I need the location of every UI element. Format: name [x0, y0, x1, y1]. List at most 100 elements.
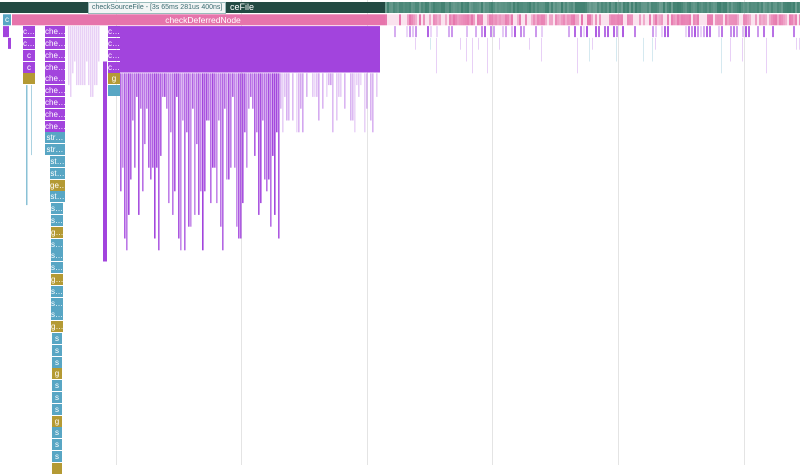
deferred-slice-segment[interactable]: [467, 14, 469, 26]
flame-slice[interactable]: [406, 26, 408, 38]
root-slice-segment[interactable]: [495, 2, 497, 13]
deferred-slice-segment[interactable]: [455, 14, 457, 26]
root-slice-segment[interactable]: [387, 2, 389, 13]
flame-slice[interactable]: [583, 26, 585, 38]
root-slice-segment[interactable]: [473, 2, 475, 13]
root-slice-segment[interactable]: [739, 2, 741, 13]
root-slice-segment[interactable]: [601, 2, 603, 13]
stack-b-slice[interactable]: s: [52, 356, 62, 368]
root-slice-segment[interactable]: [703, 2, 705, 13]
root-slice-segment[interactable]: [731, 2, 733, 13]
flame-slice[interactable]: [242, 73, 244, 204]
flame-slice[interactable]: [736, 26, 738, 38]
flame-slice[interactable]: [260, 73, 262, 204]
root-slice-segment[interactable]: [469, 2, 471, 13]
deferred-slice-segment[interactable]: [555, 14, 557, 26]
flame-slice[interactable]: [168, 73, 170, 204]
flame-slice[interactable]: [198, 73, 200, 215]
deferred-slice-segment[interactable]: [569, 14, 571, 26]
root-slice-segment[interactable]: [763, 2, 765, 13]
deferred-slice-segment[interactable]: [789, 14, 791, 26]
deferred-slice-segment[interactable]: [515, 14, 517, 26]
deferred-slice-segment[interactable]: [769, 14, 771, 26]
flame-slice[interactable]: [222, 73, 224, 251]
root-slice-segment[interactable]: [779, 2, 781, 13]
deferred-slice-segment[interactable]: [653, 14, 655, 26]
root-slice-segment[interactable]: [505, 2, 507, 13]
deferred-slice-segment[interactable]: [615, 14, 617, 26]
deferred-slice-segment[interactable]: [401, 14, 403, 26]
flame-slice[interactable]: [84, 26, 86, 86]
flame-slice[interactable]: [31, 85, 32, 156]
flame-slice[interactable]: [412, 26, 414, 38]
flame-slice[interactable]: [667, 26, 669, 38]
deferred-slice-segment[interactable]: [759, 14, 761, 26]
flame-slice[interactable]: [292, 73, 294, 121]
root-slice-segment[interactable]: [663, 2, 665, 13]
stack-b-slice[interactable]: s: [52, 439, 62, 451]
root-slice-segment[interactable]: [545, 2, 547, 13]
flame-slice[interactable]: [634, 26, 636, 38]
flame-slice[interactable]: [248, 73, 250, 109]
deferred-slice-segment[interactable]: [475, 14, 477, 26]
deferred-slice-segment[interactable]: [433, 14, 435, 26]
deferred-slice-segment[interactable]: [523, 14, 525, 26]
root-slice-segment[interactable]: [719, 2, 721, 13]
deferred-slice-segment[interactable]: [633, 14, 635, 26]
flame-slice[interactable]: [138, 73, 140, 215]
deferred-slice-segment[interactable]: [685, 14, 687, 26]
stack-b-slice[interactable]: che…: [45, 37, 65, 49]
stack-b-slice[interactable]: s: [52, 450, 62, 462]
flame-slice[interactable]: [236, 73, 238, 227]
deferred-slice-segment[interactable]: [509, 14, 511, 26]
deferred-slice-segment[interactable]: [405, 14, 407, 26]
root-slice-segment[interactable]: [491, 2, 493, 13]
root-slice-segment[interactable]: [641, 2, 643, 13]
deferred-slice-segment[interactable]: [665, 14, 667, 26]
root-slice-segment[interactable]: [761, 2, 763, 13]
deferred-slice-segment[interactable]: [663, 14, 665, 26]
deferred-slice-segment[interactable]: [773, 14, 775, 26]
stack-c-slice[interactable]: g: [108, 73, 120, 85]
root-slice-segment[interactable]: [517, 2, 519, 13]
stack-b-slice[interactable]: che…: [45, 96, 65, 108]
flame-slice[interactable]: [92, 26, 94, 97]
flame-slice[interactable]: [332, 73, 334, 133]
flame-slice[interactable]: [655, 26, 657, 38]
flame-slice[interactable]: [3, 26, 9, 38]
root-slice-segment[interactable]: [487, 2, 489, 13]
root-slice-segment[interactable]: [671, 2, 673, 13]
flame-slice[interactable]: [793, 26, 795, 38]
flame-slice[interactable]: [224, 73, 226, 109]
root-slice-segment[interactable]: [747, 2, 749, 13]
root-slice-segment[interactable]: [555, 2, 557, 13]
flame-slice[interactable]: [356, 73, 358, 86]
root-slice-segment[interactable]: [735, 2, 737, 13]
deferred-slice-segment[interactable]: [621, 14, 623, 26]
flame-slice[interactable]: [272, 73, 274, 156]
root-slice-segment[interactable]: [793, 2, 795, 13]
deferred-slice-segment[interactable]: [771, 14, 773, 26]
deferred-slice-segment[interactable]: [667, 14, 669, 26]
flame-slice[interactable]: [372, 73, 374, 133]
root-slice-segment[interactable]: [447, 2, 449, 13]
flame-slice[interactable]: [487, 37, 488, 74]
flame-slice[interactable]: [478, 37, 479, 50]
stack-b-slice[interactable]: s: [52, 403, 62, 415]
root-slice-segment[interactable]: [515, 2, 517, 13]
root-slice-segment[interactable]: [563, 2, 565, 13]
root-slice-segment[interactable]: [733, 2, 735, 13]
flame-slice[interactable]: [436, 37, 437, 74]
flame-slice[interactable]: [280, 73, 282, 109]
root-slice-segment[interactable]: [499, 2, 501, 13]
deferred-slice-segment[interactable]: [577, 14, 579, 26]
deferred-slice-segment[interactable]: [513, 14, 515, 26]
root-slice-segment[interactable]: [437, 2, 439, 13]
deferred-slice-segment[interactable]: [517, 14, 519, 26]
deferred-slice-segment[interactable]: [497, 14, 499, 26]
deferred-slice-segment[interactable]: [793, 14, 795, 26]
flame-slice[interactable]: [366, 73, 368, 109]
flame-slice[interactable]: [132, 73, 134, 121]
flame-slice[interactable]: [502, 26, 504, 38]
deferred-slice-segment[interactable]: [601, 14, 603, 26]
